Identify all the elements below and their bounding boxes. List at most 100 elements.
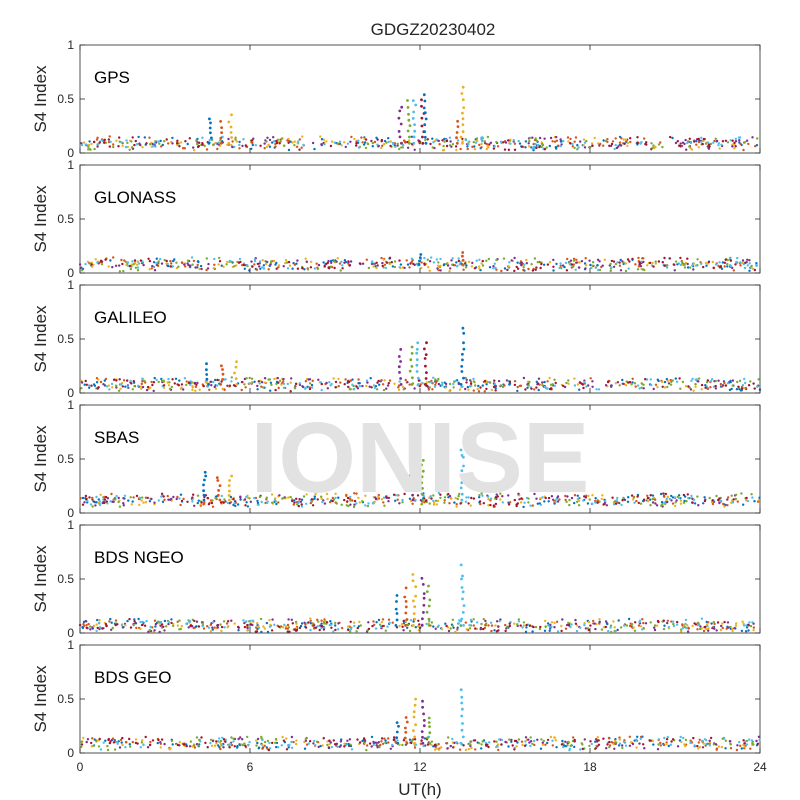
data-point	[295, 497, 298, 500]
data-point	[201, 622, 204, 625]
data-point	[264, 260, 267, 263]
data-point	[528, 380, 531, 384]
data-point	[665, 497, 669, 500]
data-point	[735, 388, 739, 391]
data-point	[522, 624, 526, 627]
data-point	[287, 141, 290, 144]
data-point	[461, 385, 464, 388]
data-point	[719, 265, 722, 269]
series-points	[84, 492, 753, 509]
data-point	[708, 739, 711, 742]
data-point	[381, 742, 385, 745]
data-point	[534, 142, 537, 146]
data-point	[143, 624, 147, 627]
data-point	[712, 620, 715, 624]
data-point	[176, 142, 179, 145]
data-point	[617, 619, 620, 622]
data-point	[573, 738, 576, 742]
data-point	[328, 381, 331, 384]
data-point	[604, 499, 607, 503]
data-point	[110, 382, 114, 386]
data-point	[261, 259, 264, 262]
data-point	[258, 495, 262, 499]
data-point	[495, 620, 499, 623]
data-point	[219, 139, 222, 142]
data-point	[171, 378, 174, 381]
data-point	[504, 623, 507, 627]
data-point	[263, 142, 266, 145]
data-point	[521, 743, 524, 747]
data-point	[112, 378, 116, 381]
data-point	[718, 147, 721, 150]
data-point	[433, 743, 437, 747]
data-point	[170, 262, 173, 265]
data-point	[729, 139, 732, 142]
data-point	[492, 504, 496, 507]
data-point	[525, 496, 529, 500]
data-point	[88, 262, 92, 265]
data-point	[349, 499, 352, 502]
data-point	[246, 623, 249, 627]
data-point	[737, 385, 740, 388]
data-point	[608, 144, 611, 147]
data-point	[325, 140, 328, 143]
data-point	[420, 382, 423, 385]
data-point	[80, 269, 84, 272]
data-point	[649, 494, 652, 497]
data-point	[607, 629, 610, 633]
data-point	[736, 744, 739, 747]
data-point	[757, 378, 760, 381]
x-tick-label: 12	[413, 760, 427, 774]
data-point	[136, 260, 139, 263]
data-point	[186, 142, 189, 146]
data-point	[694, 383, 697, 386]
data-point	[414, 498, 417, 502]
data-point	[133, 384, 136, 388]
data-point	[659, 492, 663, 496]
data-point	[224, 738, 227, 741]
data-point	[435, 138, 438, 141]
spike-point	[411, 484, 415, 488]
data-point	[349, 503, 352, 506]
data-point	[283, 623, 286, 626]
data-point	[288, 743, 291, 747]
data-point	[701, 142, 704, 146]
data-point	[540, 141, 543, 144]
data-point	[635, 746, 638, 749]
data-point	[163, 629, 166, 632]
data-point	[295, 627, 298, 630]
data-point	[687, 626, 690, 629]
data-point	[401, 501, 404, 504]
data-point	[376, 143, 379, 146]
data-point	[651, 494, 655, 497]
data-point	[155, 378, 158, 382]
data-point	[107, 138, 111, 141]
data-point	[189, 383, 192, 386]
data-point	[638, 261, 641, 264]
data-point	[212, 621, 215, 624]
data-point	[606, 380, 610, 384]
data-point	[325, 492, 329, 496]
data-point	[677, 494, 681, 497]
data-point	[429, 495, 432, 498]
data-point	[312, 624, 316, 627]
data-point	[123, 259, 126, 262]
data-point	[689, 739, 692, 742]
data-point	[408, 497, 412, 500]
spike-column	[459, 563, 466, 627]
data-point	[112, 145, 115, 149]
data-point	[457, 382, 460, 386]
data-point	[212, 266, 215, 270]
y-tick-label: 0.5	[57, 692, 74, 706]
data-point	[448, 502, 451, 505]
spike-point	[411, 573, 415, 576]
data-point	[714, 137, 717, 140]
data-point	[639, 502, 643, 505]
data-point	[295, 739, 298, 742]
data-point	[356, 738, 359, 741]
data-point	[284, 261, 287, 265]
data-point	[707, 260, 711, 264]
data-point	[182, 497, 185, 501]
data-point	[483, 379, 487, 383]
